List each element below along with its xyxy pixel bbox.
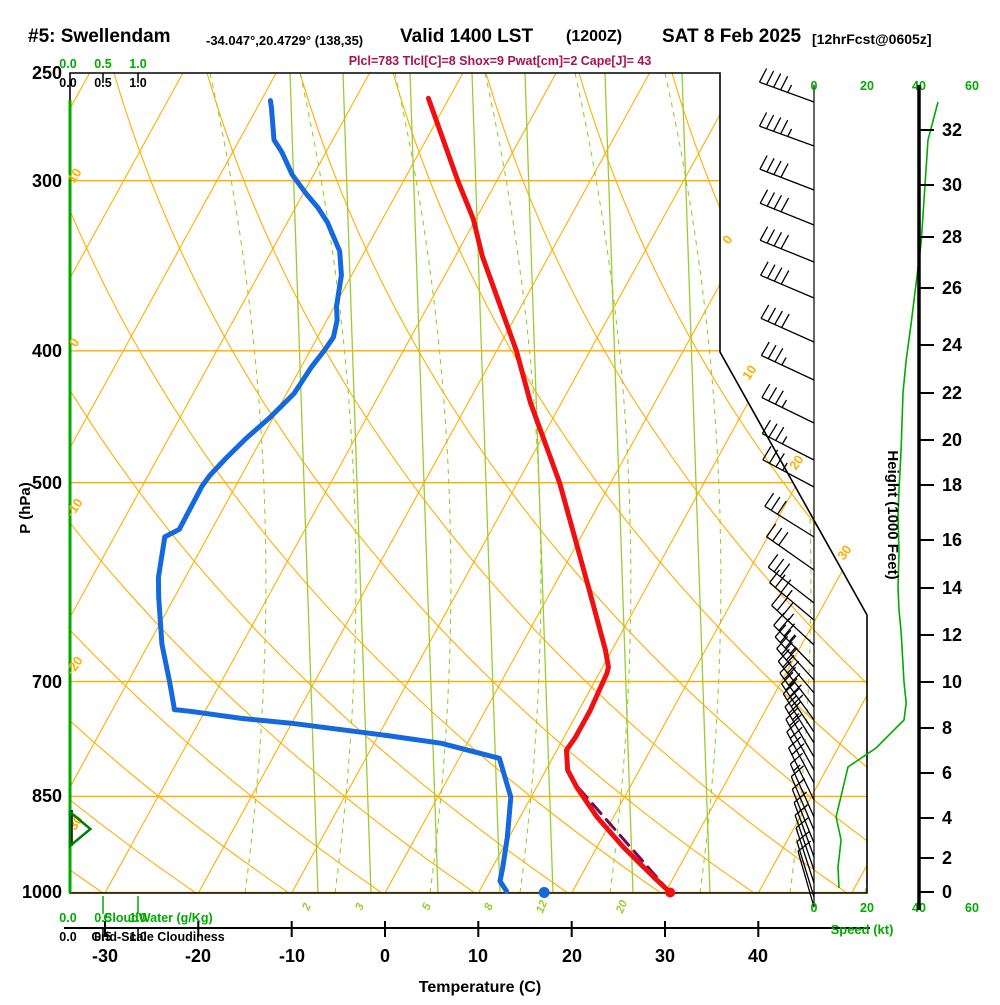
- dewpoint-curve: [155, 98, 514, 894]
- wind-barbs: [758, 68, 815, 908]
- pressure-axis: 250 300 400 500 700 850 1000: [22, 63, 62, 902]
- valid-time: Valid 1400 LST: [400, 26, 534, 47]
- svg-text:-10: -10: [63, 495, 86, 519]
- surface-temperature-dot: [665, 887, 676, 898]
- svg-text:-20: -20: [185, 946, 211, 966]
- svg-text:4: 4: [942, 808, 952, 828]
- svg-text:700: 700: [32, 672, 62, 692]
- svg-text:22: 22: [942, 383, 962, 403]
- svg-text:10: 10: [942, 672, 962, 692]
- svg-text:20: 20: [860, 901, 874, 915]
- svg-text:0.0: 0.0: [59, 911, 76, 925]
- svg-text:30: 30: [655, 946, 675, 966]
- forecast-run-info: [12hrFcst@0605z]: [812, 31, 932, 47]
- temperature-axis-title: Temperature (C): [419, 979, 541, 996]
- svg-text:0.0: 0.0: [59, 57, 76, 71]
- zulu-time: (1200Z): [566, 28, 623, 45]
- svg-text:60: 60: [965, 79, 979, 93]
- mixing-ratio-labels: 2 3 5 8 12 20: [300, 898, 630, 916]
- svg-text:26: 26: [942, 278, 962, 298]
- svg-text:3: 3: [353, 901, 367, 912]
- svg-text:-20: -20: [63, 653, 86, 677]
- svg-text:400: 400: [32, 341, 62, 361]
- svg-text:0: 0: [811, 79, 818, 93]
- svg-text:300: 300: [32, 171, 62, 191]
- station-title: #5: Swellendam: [28, 26, 171, 47]
- svg-text:2: 2: [942, 848, 952, 868]
- svg-text:40: 40: [748, 946, 768, 966]
- svg-text:18: 18: [942, 475, 962, 495]
- svg-text:0.0: 0.0: [59, 76, 76, 90]
- svg-text:0: 0: [380, 946, 390, 966]
- svg-text:14: 14: [942, 578, 962, 598]
- svg-text:12: 12: [942, 625, 962, 645]
- svg-text:12: 12: [534, 898, 550, 915]
- svg-text:Speed (kt): Speed (kt): [831, 922, 894, 937]
- svg-text:-10: -10: [279, 946, 305, 966]
- svg-text:0: 0: [719, 232, 735, 247]
- svg-text:30: 30: [942, 175, 962, 195]
- svg-text:500: 500: [32, 473, 62, 493]
- svg-text:20: 20: [942, 430, 962, 450]
- svg-text:CloudWater (g/Kg): CloudWater (g/Kg): [103, 911, 212, 925]
- svg-text:6: 6: [942, 763, 952, 783]
- pressure-axis-title: P (hPa): [17, 482, 34, 533]
- svg-text:20: 20: [614, 898, 631, 916]
- svg-text:0.5: 0.5: [94, 57, 111, 71]
- svg-text:850: 850: [32, 786, 62, 806]
- svg-text:20: 20: [562, 946, 582, 966]
- svg-text:8: 8: [942, 718, 952, 738]
- svg-text:1000: 1000: [22, 882, 62, 902]
- svg-text:10: 10: [468, 946, 488, 966]
- svg-text:16: 16: [942, 530, 962, 550]
- svg-text:30: 30: [834, 542, 855, 562]
- svg-text:10: 10: [64, 165, 85, 185]
- svg-text:-30: -30: [92, 946, 118, 966]
- svg-text:1.0: 1.0: [129, 911, 146, 925]
- temperature-axis: -30 -20 -10 0 10 20 30 40: [92, 921, 768, 966]
- svg-text:10: 10: [739, 362, 760, 382]
- station-coordinates: -34.047°,20.4729° (138,35): [206, 33, 364, 48]
- svg-text:20: 20: [786, 452, 807, 472]
- svg-text:2: 2: [300, 901, 314, 913]
- svg-text:0.5: 0.5: [94, 911, 111, 925]
- svg-text:0: 0: [811, 901, 818, 915]
- svg-text:1.0: 1.0: [129, 57, 146, 71]
- svg-text:60: 60: [965, 901, 979, 915]
- valid-date: SAT 8 Feb 2025: [662, 26, 802, 47]
- svg-text:28: 28: [942, 227, 962, 247]
- height-axis-title: Height (1000 Feet): [884, 450, 901, 579]
- svg-text:20: 20: [860, 79, 874, 93]
- svg-text:5: 5: [420, 901, 434, 912]
- svg-text:0: 0: [942, 882, 952, 902]
- svg-text:32: 32: [942, 120, 962, 140]
- stability-indices-line: Plcl=783 Tlcl[C]=8 Shox=9 Pwat[cm]=2 Cap…: [348, 54, 652, 68]
- svg-text:0.0: 0.0: [59, 930, 76, 944]
- svg-text:8: 8: [482, 901, 496, 912]
- surface-dewpoint-dot: [538, 887, 550, 898]
- temperature-curve: [425, 95, 673, 895]
- svg-text:24: 24: [942, 335, 962, 355]
- svg-text:Grid-Scale Cloudiness: Grid-Scale Cloudiness: [91, 930, 224, 944]
- background-grid: [70, 73, 867, 893]
- cloudwater-profile: [68, 809, 93, 849]
- svg-text:250: 250: [32, 63, 62, 83]
- wind-speed-profile: [835, 101, 939, 889]
